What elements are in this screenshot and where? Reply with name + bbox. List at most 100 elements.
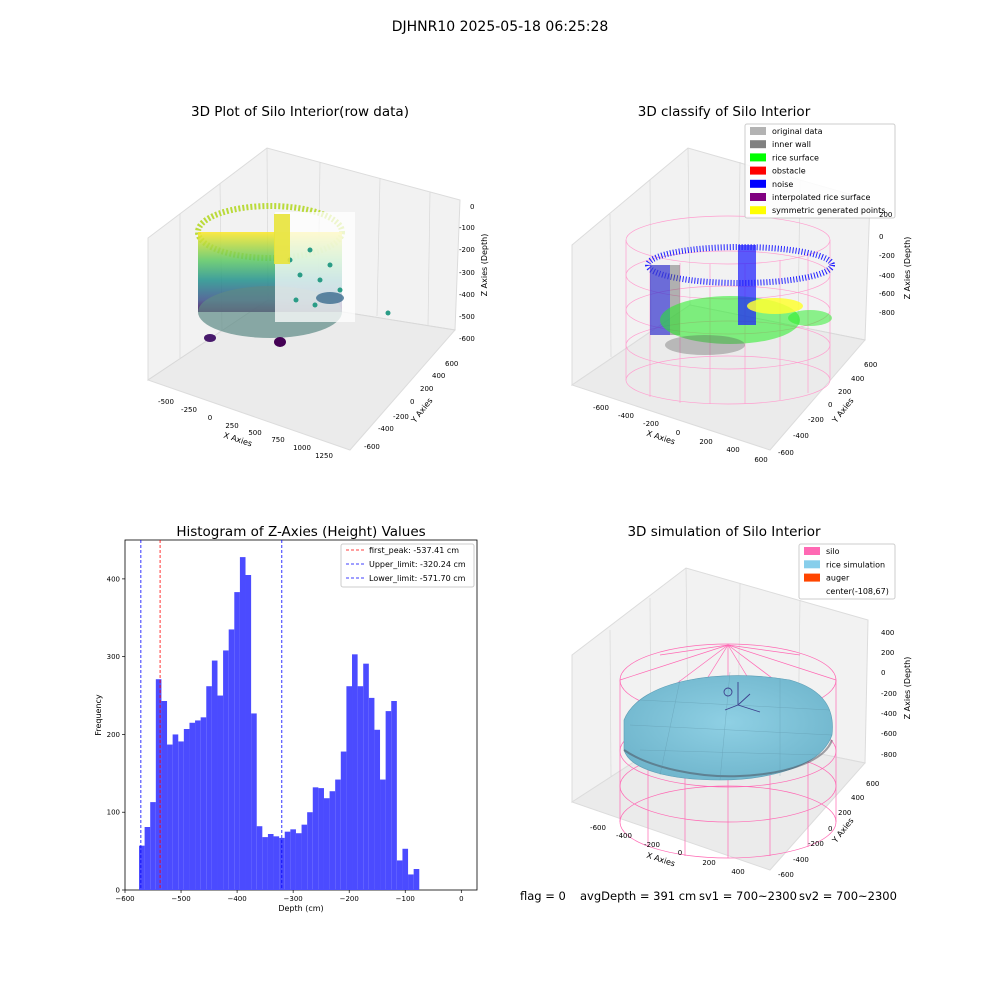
raw-z-tick: -200 bbox=[459, 246, 475, 254]
classify-x-tick: 600 bbox=[754, 456, 767, 464]
raw-y-tick: 600 bbox=[445, 360, 458, 368]
legend-label: center(-108,67) bbox=[826, 587, 889, 596]
histogram-bar bbox=[144, 827, 151, 890]
simulation-z-ticks: 400 200 0 -200 -400 -600 -800 bbox=[881, 629, 897, 759]
histogram-bar bbox=[161, 701, 168, 890]
histogram-bar bbox=[346, 686, 353, 890]
histogram-bar bbox=[267, 834, 274, 890]
histogram-bar bbox=[318, 788, 324, 890]
simulation-z-tick: -800 bbox=[881, 751, 897, 759]
legend-label: noise bbox=[772, 180, 793, 189]
raw-z-tick: -100 bbox=[459, 224, 475, 232]
histogram-bar bbox=[211, 660, 218, 890]
histogram-x-tick: −100 bbox=[396, 895, 415, 903]
histogram-bar bbox=[357, 686, 364, 890]
histogram-bar bbox=[256, 826, 263, 890]
histogram-bar bbox=[195, 720, 201, 890]
raw-x-tick: 1250 bbox=[315, 452, 333, 460]
histogram-y-tick: 100 bbox=[107, 809, 120, 817]
simulation-z-tick: 200 bbox=[881, 649, 894, 657]
simulation-z-tick: -600 bbox=[881, 730, 897, 738]
histogram-bar bbox=[413, 869, 420, 890]
legend-label: symmetric generated points bbox=[772, 206, 885, 215]
sv2-value: sv2 = 700~2300 bbox=[799, 889, 897, 903]
simulation-y-tick: -200 bbox=[808, 840, 824, 848]
raw-x-ticks: -500 -250 0 250 500 750 1000 1250 bbox=[158, 398, 333, 460]
histogram-bar bbox=[396, 860, 403, 890]
histogram-bar bbox=[200, 717, 207, 890]
legend-swatch bbox=[750, 140, 766, 149]
status-footer: flag = 0 avgDepth = 391 cm sv1 = 700~230… bbox=[520, 889, 897, 903]
classify-z-ticks: 200 0 -200 -400 -600 -800 bbox=[879, 211, 895, 317]
histogram-y-tick: 300 bbox=[107, 653, 120, 661]
histogram-bar bbox=[391, 701, 397, 890]
raw-y-tick: -200 bbox=[393, 413, 409, 421]
histogram-bar bbox=[251, 713, 257, 890]
histogram-bar bbox=[352, 654, 358, 890]
raw-z-tick: -600 bbox=[459, 335, 475, 343]
histogram-bar bbox=[335, 779, 341, 890]
histogram-bar bbox=[262, 837, 268, 890]
histogram-bar bbox=[340, 751, 347, 890]
raw-y-tick: 0 bbox=[410, 398, 414, 406]
raw-z-label: Z Axies (Depth) bbox=[480, 234, 489, 297]
classify-point-cloud bbox=[645, 244, 835, 355]
simulation-legend: silo rice simulation auger center(-108,67) bbox=[798, 543, 896, 600]
panel-histogram: Histogram of Z-Axies (Height) Values −60… bbox=[94, 524, 478, 913]
histogram-bar bbox=[167, 744, 173, 890]
histogram-x-tick: −200 bbox=[340, 895, 359, 903]
classify-legend: original data inner wall rice surface obsta… bbox=[744, 123, 896, 219]
simulation-plot-title: 3D simulation of Silo Interior bbox=[627, 524, 821, 540]
classify-z-tick: -600 bbox=[879, 290, 895, 298]
classify-x-tick: -200 bbox=[643, 420, 659, 428]
histogram-bar bbox=[245, 575, 252, 890]
classify-z-tick: 0 bbox=[879, 233, 883, 241]
histogram-bar bbox=[206, 686, 212, 890]
histogram-y-label: Frequency bbox=[94, 694, 103, 736]
histogram-y-tick: 400 bbox=[107, 575, 120, 583]
simulation-x-label: X Axies bbox=[645, 851, 676, 869]
classify-x-label: X Axies bbox=[645, 429, 676, 447]
raw-x-tick: 750 bbox=[271, 436, 284, 444]
simulation-y-ticks: -600 -400 -200 0 200 400 600 bbox=[778, 780, 879, 879]
histogram-bar bbox=[385, 711, 392, 890]
classify-x-tick: 0 bbox=[676, 429, 680, 437]
raw-z-tick: 0 bbox=[470, 203, 474, 211]
raw-point-cloud bbox=[195, 203, 391, 347]
simulation-y-tick: 600 bbox=[866, 780, 879, 788]
classify-y-label: Y Axies bbox=[830, 396, 856, 425]
histogram-bar bbox=[279, 837, 285, 890]
legend-swatch bbox=[804, 547, 820, 555]
raw-y-ticks: -600 -400 -200 0 200 400 600 bbox=[364, 360, 458, 451]
histogram-vlines bbox=[140, 540, 283, 890]
histogram-bar bbox=[234, 592, 240, 890]
legend-swatch bbox=[750, 153, 766, 162]
histogram-bar bbox=[273, 836, 280, 890]
simulation-z-tick: -400 bbox=[881, 710, 897, 718]
panel-raw-3d: 3D Plot of Silo Interior(row data) bbox=[146, 104, 489, 460]
histogram-bar bbox=[223, 650, 229, 890]
histogram-bar bbox=[329, 791, 336, 890]
legend-swatch bbox=[750, 206, 766, 215]
legend-swatch bbox=[750, 179, 766, 188]
simulation-x-tick: 200 bbox=[702, 859, 715, 867]
simulation-x-tick: -400 bbox=[616, 832, 632, 840]
legend-label: rice surface bbox=[772, 153, 819, 162]
histogram-y-tick: 200 bbox=[107, 731, 120, 739]
raw-x-tick: 500 bbox=[248, 429, 261, 437]
classify-x-tick: -400 bbox=[618, 412, 634, 420]
simulation-z-label: Z Axies (Depth) bbox=[903, 657, 912, 720]
legend-label: inner wall bbox=[772, 140, 811, 149]
simulation-x-tick: -200 bbox=[644, 841, 660, 849]
legend-label: interpolated rice surface bbox=[772, 193, 870, 202]
classify-z-tick: -800 bbox=[879, 309, 895, 317]
legend-label: Lower_limit: -571.70 cm bbox=[369, 574, 466, 583]
histogram-title: Histogram of Z-Axies (Height) Values bbox=[176, 524, 425, 540]
legend-swatch bbox=[804, 573, 820, 582]
histogram-bar bbox=[172, 734, 179, 890]
panel-classify-3d: 3D classify of Silo Interior bbox=[570, 104, 912, 464]
legend-label: obstacle bbox=[772, 167, 806, 176]
legend-label: silo bbox=[826, 547, 840, 556]
classify-x-tick: -600 bbox=[593, 404, 609, 412]
panel-simulation-3d: 3D simulation of Silo Interior bbox=[570, 524, 912, 879]
